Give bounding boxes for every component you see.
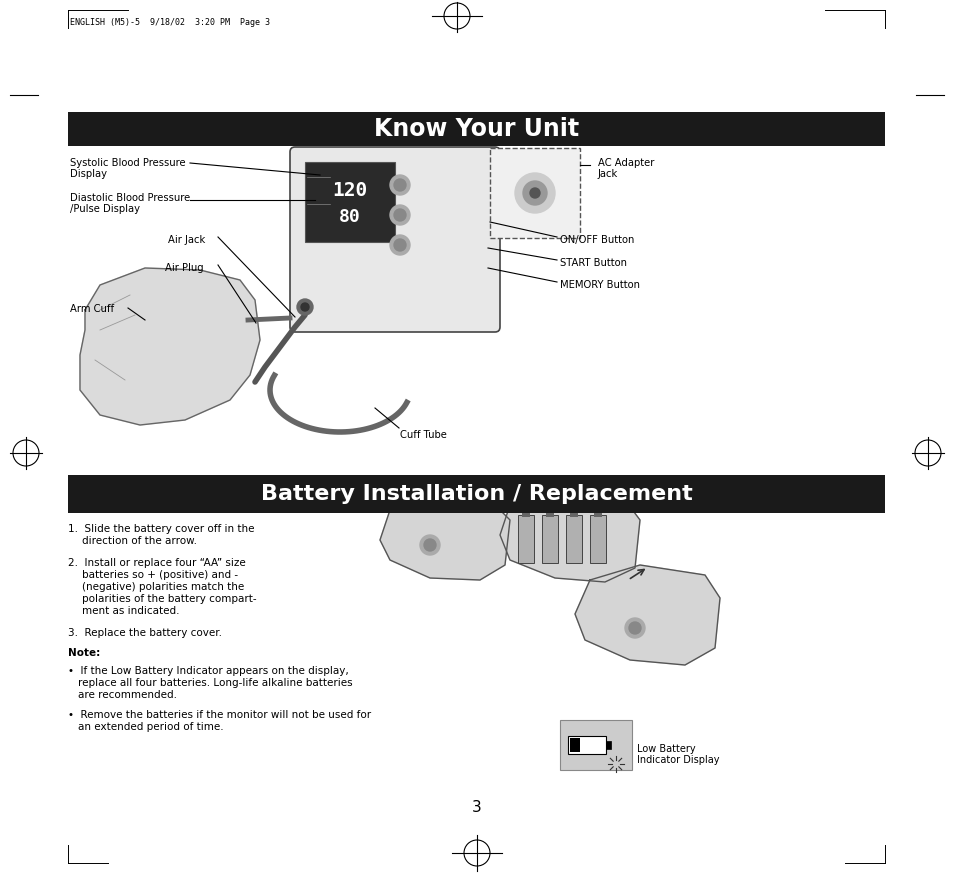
Bar xyxy=(565,515,581,563)
Text: Low Battery: Low Battery xyxy=(637,744,695,754)
Circle shape xyxy=(394,179,406,191)
Text: Cuff Tube: Cuff Tube xyxy=(399,430,446,440)
Text: polarities of the battery compart-: polarities of the battery compart- xyxy=(82,594,256,604)
Circle shape xyxy=(624,618,644,638)
FancyBboxPatch shape xyxy=(290,147,499,332)
Circle shape xyxy=(301,303,309,311)
Bar xyxy=(68,112,884,146)
Text: •  Remove the batteries if the monitor will not be used for: • Remove the batteries if the monitor wi… xyxy=(68,710,371,720)
Bar xyxy=(305,162,395,242)
Text: batteries so + (positive) and -: batteries so + (positive) and - xyxy=(82,570,238,580)
Polygon shape xyxy=(499,490,639,582)
Circle shape xyxy=(522,181,546,205)
Bar xyxy=(605,741,610,749)
Bar xyxy=(545,513,554,517)
Bar xyxy=(589,515,605,563)
Text: 3: 3 xyxy=(472,801,481,815)
Text: Display: Display xyxy=(70,169,107,179)
Text: Systolic Blood Pressure: Systolic Blood Pressure xyxy=(70,158,186,168)
Circle shape xyxy=(515,173,555,213)
Bar xyxy=(559,720,631,770)
Text: direction of the arrow.: direction of the arrow. xyxy=(82,536,196,546)
Bar xyxy=(490,148,579,238)
Text: ON/OFF Button: ON/OFF Button xyxy=(559,235,634,245)
Bar xyxy=(68,475,884,513)
Circle shape xyxy=(394,209,406,221)
Text: AC Adapter: AC Adapter xyxy=(598,158,654,168)
Circle shape xyxy=(390,205,410,225)
Text: are recommended.: are recommended. xyxy=(78,690,177,700)
Text: Note:: Note: xyxy=(68,648,100,658)
Polygon shape xyxy=(575,565,720,665)
Bar xyxy=(569,513,578,517)
Text: 1.  Slide the battery cover off in the: 1. Slide the battery cover off in the xyxy=(68,524,254,534)
Circle shape xyxy=(628,622,640,634)
Polygon shape xyxy=(80,268,260,425)
Text: /Pulse Display: /Pulse Display xyxy=(70,204,140,214)
Bar xyxy=(594,513,601,517)
Text: 80: 80 xyxy=(338,208,360,226)
Text: START Button: START Button xyxy=(559,258,626,268)
Text: 2.  Install or replace four “AA” size: 2. Install or replace four “AA” size xyxy=(68,558,246,568)
Text: 120: 120 xyxy=(332,181,367,200)
Bar xyxy=(541,515,558,563)
Bar xyxy=(517,515,534,563)
Circle shape xyxy=(296,299,313,315)
Text: Air Plug: Air Plug xyxy=(165,263,203,273)
Polygon shape xyxy=(379,495,510,580)
Text: Air Jack: Air Jack xyxy=(168,235,205,245)
Circle shape xyxy=(530,188,539,198)
Text: Battery Installation / Replacement: Battery Installation / Replacement xyxy=(260,484,692,504)
Text: •  If the Low Battery Indicator appears on the display,: • If the Low Battery Indicator appears o… xyxy=(68,666,349,676)
Text: MEMORY Button: MEMORY Button xyxy=(559,280,639,290)
Text: Arm Cuff: Arm Cuff xyxy=(70,304,114,314)
Circle shape xyxy=(394,239,406,251)
Text: ENGLISH (M5)-5  9/18/02  3:20 PM  Page 3: ENGLISH (M5)-5 9/18/02 3:20 PM Page 3 xyxy=(70,18,270,27)
Text: an extended period of time.: an extended period of time. xyxy=(78,722,223,732)
Circle shape xyxy=(423,539,436,551)
Text: 3.  Replace the battery cover.: 3. Replace the battery cover. xyxy=(68,628,222,638)
Text: Indicator Display: Indicator Display xyxy=(637,755,719,765)
Bar xyxy=(567,736,605,754)
Circle shape xyxy=(419,535,439,555)
Circle shape xyxy=(390,175,410,195)
Text: ment as indicated.: ment as indicated. xyxy=(82,606,179,616)
Text: Jack: Jack xyxy=(598,169,618,179)
Text: Know Your Unit: Know Your Unit xyxy=(374,117,578,141)
Text: (negative) polarities match the: (negative) polarities match the xyxy=(82,582,244,592)
Circle shape xyxy=(390,235,410,255)
Bar xyxy=(521,513,530,517)
Text: replace all four batteries. Long-life alkaline batteries: replace all four batteries. Long-life al… xyxy=(78,678,353,688)
Text: Diastolic Blood Pressure: Diastolic Blood Pressure xyxy=(70,193,190,203)
Bar xyxy=(569,738,579,752)
